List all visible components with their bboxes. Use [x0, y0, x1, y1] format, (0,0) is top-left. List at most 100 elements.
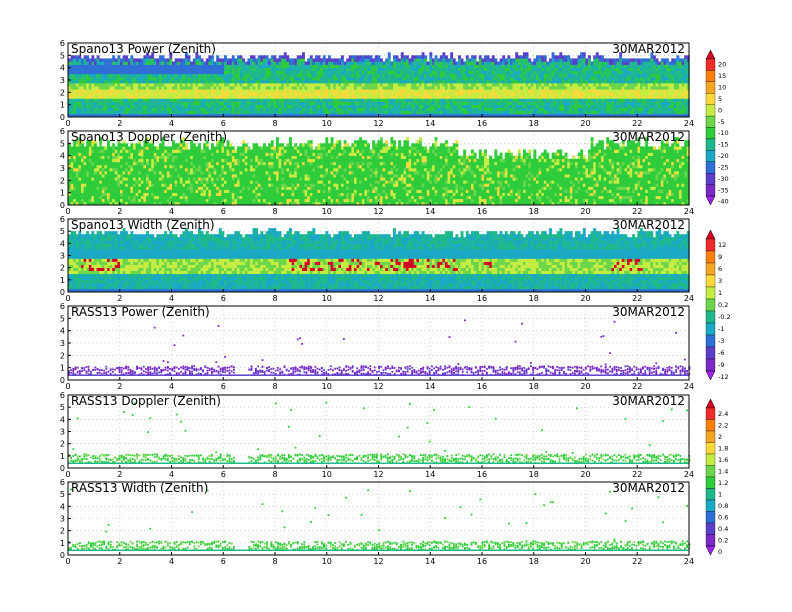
x-tick-label: 18 [529, 119, 539, 128]
colorbar-arrow-bottom [705, 545, 716, 556]
x-tick-label: 20 [580, 470, 590, 479]
colorbar-arrow-top [705, 398, 716, 409]
colorbar-swatch [705, 511, 716, 524]
y-tick-label: 3 [60, 515, 65, 524]
y-tick-label: 3 [60, 76, 65, 85]
x-tick-label: 8 [272, 470, 277, 479]
colorbar-label: 5 [718, 95, 722, 103]
colorbar-label: 12 [718, 241, 726, 249]
x-tick-label: 2 [117, 294, 122, 303]
colorbar-swatch [705, 334, 716, 348]
y-tick-label: 4 [60, 152, 65, 161]
data-layer [68, 228, 690, 293]
x-tick-label: 2 [117, 207, 122, 216]
colorbar-label: 0.2 [718, 536, 728, 544]
y-tick-label: 5 [60, 139, 65, 148]
y-tick-label: 0 [60, 201, 65, 210]
panel-title: RASS13 Doppler (Zenith) [71, 394, 221, 408]
y-tick-label: 0 [60, 551, 65, 560]
y-tick-label: 2 [60, 440, 65, 449]
y-tick-label: 6 [60, 302, 65, 311]
x-tick-label: 0 [65, 557, 70, 566]
y-tick-label: 6 [60, 127, 65, 136]
panel-date: 30MAR2012 [612, 130, 685, 144]
panel-title: RASS13 Width (Zenith) [71, 481, 208, 495]
x-tick-label: 0 [65, 207, 70, 216]
x-tick-label: 22 [632, 119, 642, 128]
colorbar-arrow-bottom [705, 195, 716, 206]
panel-date: 30MAR2012 [612, 42, 685, 56]
colorbar-swatch [705, 310, 716, 324]
colorbar-swatch [705, 407, 716, 420]
x-tick-label: 0 [65, 470, 70, 479]
x-tick-label: 12 [373, 119, 383, 128]
y-tick-label: 1 [60, 539, 65, 548]
y-tick-label: 4 [60, 415, 65, 424]
colorbar-swatch [705, 522, 716, 535]
y-tick-label: 5 [60, 403, 65, 412]
x-tick-label: 22 [632, 207, 642, 216]
x-tick-label: 16 [477, 207, 487, 216]
x-tick-label: 22 [632, 382, 642, 391]
y-tick-label: 2 [60, 264, 65, 273]
x-tick-label: 18 [529, 470, 539, 479]
colorbar-arrow-top [705, 229, 716, 240]
colorbar-label: 0.2 [718, 301, 728, 309]
x-tick-label: 12 [373, 294, 383, 303]
y-tick-label: 6 [60, 39, 65, 48]
colorbar-label: 0.6 [718, 513, 728, 521]
panel-title: Spano13 Width (Zenith) [71, 218, 215, 232]
colorbar-swatch [705, 488, 716, 501]
x-tick-label: 6 [221, 119, 226, 128]
colorbar-label: -5 [718, 118, 724, 126]
colorbar-label: 2.2 [718, 421, 728, 429]
y-tick-label: 2 [60, 527, 65, 536]
panel-title: Spano13 Power (Zenith) [71, 42, 216, 56]
colorbar-label: 2.4 [718, 410, 728, 418]
data-layer [68, 52, 690, 118]
y-tick-label: 2 [60, 88, 65, 97]
x-tick-label: 20 [580, 207, 590, 216]
colorbar-swatch [705, 93, 716, 105]
x-tick-label: 10 [322, 470, 332, 479]
colorbar-swatch [705, 346, 716, 360]
colorbar-label: 6 [718, 265, 722, 273]
colorbar-label: 20 [718, 61, 726, 69]
data-layer [68, 401, 691, 465]
y-tick-label: 2 [60, 176, 65, 185]
x-tick-label: 2 [117, 470, 122, 479]
x-tick-label: 14 [425, 207, 435, 216]
x-tick-label: 14 [425, 470, 435, 479]
x-tick-label: 24 [684, 207, 694, 216]
colorbar-label: -15 [718, 141, 729, 149]
x-tick-label: 6 [221, 557, 226, 566]
y-tick-label: 6 [60, 215, 65, 224]
colorbar-swatch [705, 476, 716, 489]
x-tick-label: 14 [425, 119, 435, 128]
colorbar-label: 0.4 [718, 525, 728, 533]
x-tick-label: 4 [169, 294, 174, 303]
colorbar-label: 1 [718, 289, 722, 297]
data-layer [68, 488, 691, 552]
colorbar-swatch [705, 238, 716, 252]
x-tick-label: 22 [632, 557, 642, 566]
panel-title: RASS13 Power (Zenith) [71, 305, 210, 319]
colorbar-label: 0 [718, 106, 722, 114]
x-tick-label: 22 [632, 470, 642, 479]
x-tick-label: 10 [322, 557, 332, 566]
y-tick-label: 4 [60, 239, 65, 248]
y-tick-label: 4 [60, 327, 65, 336]
y-tick-label: 3 [60, 252, 65, 261]
x-tick-label: 14 [425, 382, 435, 391]
panel-date: 30MAR2012 [612, 394, 685, 408]
y-tick-label: 1 [60, 189, 65, 198]
x-tick-label: 12 [373, 382, 383, 391]
colorbar-swatch [705, 430, 716, 443]
y-tick-label: 1 [60, 452, 65, 461]
colorbar-swatch [705, 58, 716, 71]
x-tick-label: 0 [65, 294, 70, 303]
x-tick-label: 8 [272, 294, 277, 303]
colorbar-label: -6 [718, 349, 724, 357]
